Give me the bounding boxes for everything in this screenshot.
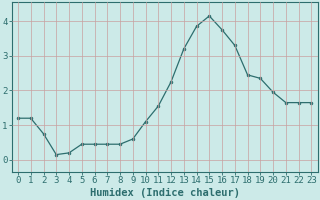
X-axis label: Humidex (Indice chaleur): Humidex (Indice chaleur) — [90, 188, 240, 198]
